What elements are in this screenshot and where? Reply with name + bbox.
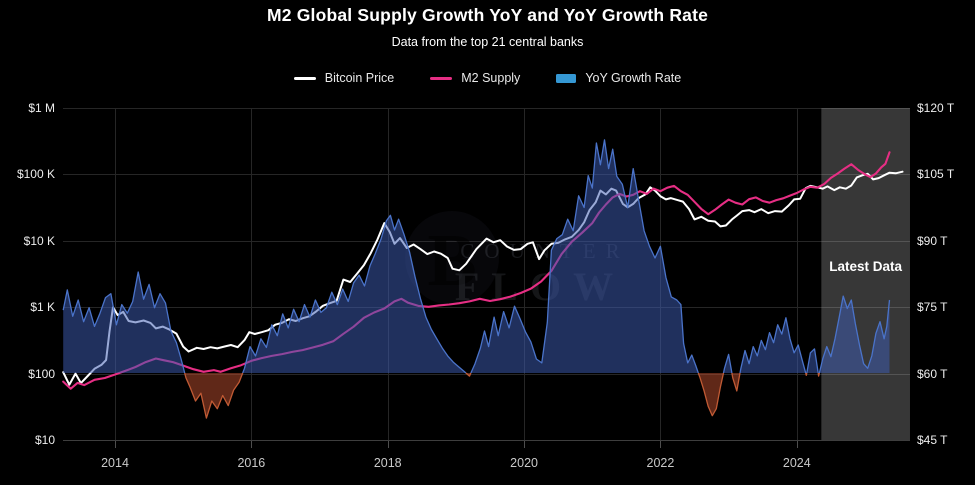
- legend-swatch-line: [293, 76, 316, 80]
- x-axis-tick-label: 2018: [373, 456, 402, 470]
- x-axis-tick-label: 2014: [101, 456, 129, 470]
- y-axis-right-tick-label: $45 T: [917, 433, 948, 447]
- yoy-growth-area-negative-fill: [731, 373, 740, 391]
- y-axis-left-tick-label: $1 M: [28, 101, 55, 115]
- yoy-growth-area-positive-outline: [818, 295, 891, 374]
- latest-data-region-label: Latest Data: [829, 259, 903, 274]
- yoy-growth-area-negative-outline: [805, 372, 808, 376]
- legend-item-0: Bitcoin Price: [293, 71, 395, 85]
- x-axis-tick-label: 2020: [510, 456, 538, 470]
- bitcoin-price-line: [62, 170, 904, 386]
- yoy-growth-area-positive-fill: [740, 317, 806, 373]
- yoy-growth-area-negative-outline: [817, 372, 821, 377]
- x-axis-tick-label: 2016: [237, 456, 266, 470]
- m2-supply-line: [62, 151, 891, 390]
- chart-subtitle: Data from the top 21 central banks: [391, 35, 584, 49]
- yoy-growth-area-positive-outline: [806, 348, 819, 374]
- yoy-growth-area-negative-outline: [184, 372, 244, 419]
- y-axis-right-tick-label: $90 T: [917, 233, 948, 248]
- yoy-growth-area-negative-outline: [731, 372, 741, 392]
- x-axis-tick-label: 2024: [782, 456, 811, 470]
- yoy-growth-area-positive-fill: [63, 272, 185, 373]
- y-axis-left-tick-label: $1 K: [30, 300, 55, 315]
- chart-title: M2 Global Supply Growth YoY and YoY Grow…: [266, 5, 709, 25]
- yoy-growth-area-positive-outline: [722, 353, 733, 374]
- yoy-growth-area-negative-outline: [697, 372, 725, 417]
- legend-item-2: YoY Growth Rate: [556, 71, 681, 85]
- yoy-growth-area-positive-outline: [242, 214, 467, 374]
- yoy-growth-area-negative-fill: [698, 373, 724, 416]
- yoy-growth-area-positive-outline: [739, 317, 807, 374]
- legend-label: Bitcoin Price: [324, 71, 395, 85]
- legend-label: YoY Growth Rate: [585, 71, 682, 85]
- y-axis-right-tick-label: $120 T: [917, 101, 955, 115]
- y-axis-left-tick-label: $100: [28, 366, 55, 381]
- watermark-logo-circle: [405, 211, 499, 305]
- x-axis-tick-label: 2022: [646, 456, 675, 470]
- legend-label: M2 Supply: [461, 71, 521, 85]
- legend-swatch-line: [430, 76, 453, 80]
- y-axis-right-tick-label: $75 T: [917, 300, 948, 315]
- yoy-growth-area-positive-fill: [723, 354, 732, 373]
- yoy-growth-area-positive-fill: [819, 296, 890, 373]
- y-axis-left-tick-label: $10 K: [23, 233, 55, 248]
- y-axis-right-tick-label: $105 T: [917, 167, 955, 182]
- yoy-growth-area-positive-outline: [62, 271, 186, 374]
- y-axis-left-tick-label: $10: [34, 433, 55, 447]
- latest-data-region: [821, 108, 910, 440]
- yoy-growth-area-negative-outline: [465, 372, 472, 377]
- legend-swatch-box: [556, 73, 577, 83]
- y-axis-right-tick-label: $60 T: [917, 366, 948, 381]
- legend-item-1: M2 Supply: [430, 71, 520, 85]
- yoy-growth-area-positive-outline: [470, 139, 699, 374]
- y-axis-left-tick-label: $100 K: [16, 167, 55, 182]
- chart-legend: Bitcoin Price M2 Supply YoY Growth Rate: [0, 71, 975, 85]
- yoy-growth-area-positive-fill: [470, 139, 699, 373]
- yoy-growth-area-negative-fill: [184, 373, 243, 419]
